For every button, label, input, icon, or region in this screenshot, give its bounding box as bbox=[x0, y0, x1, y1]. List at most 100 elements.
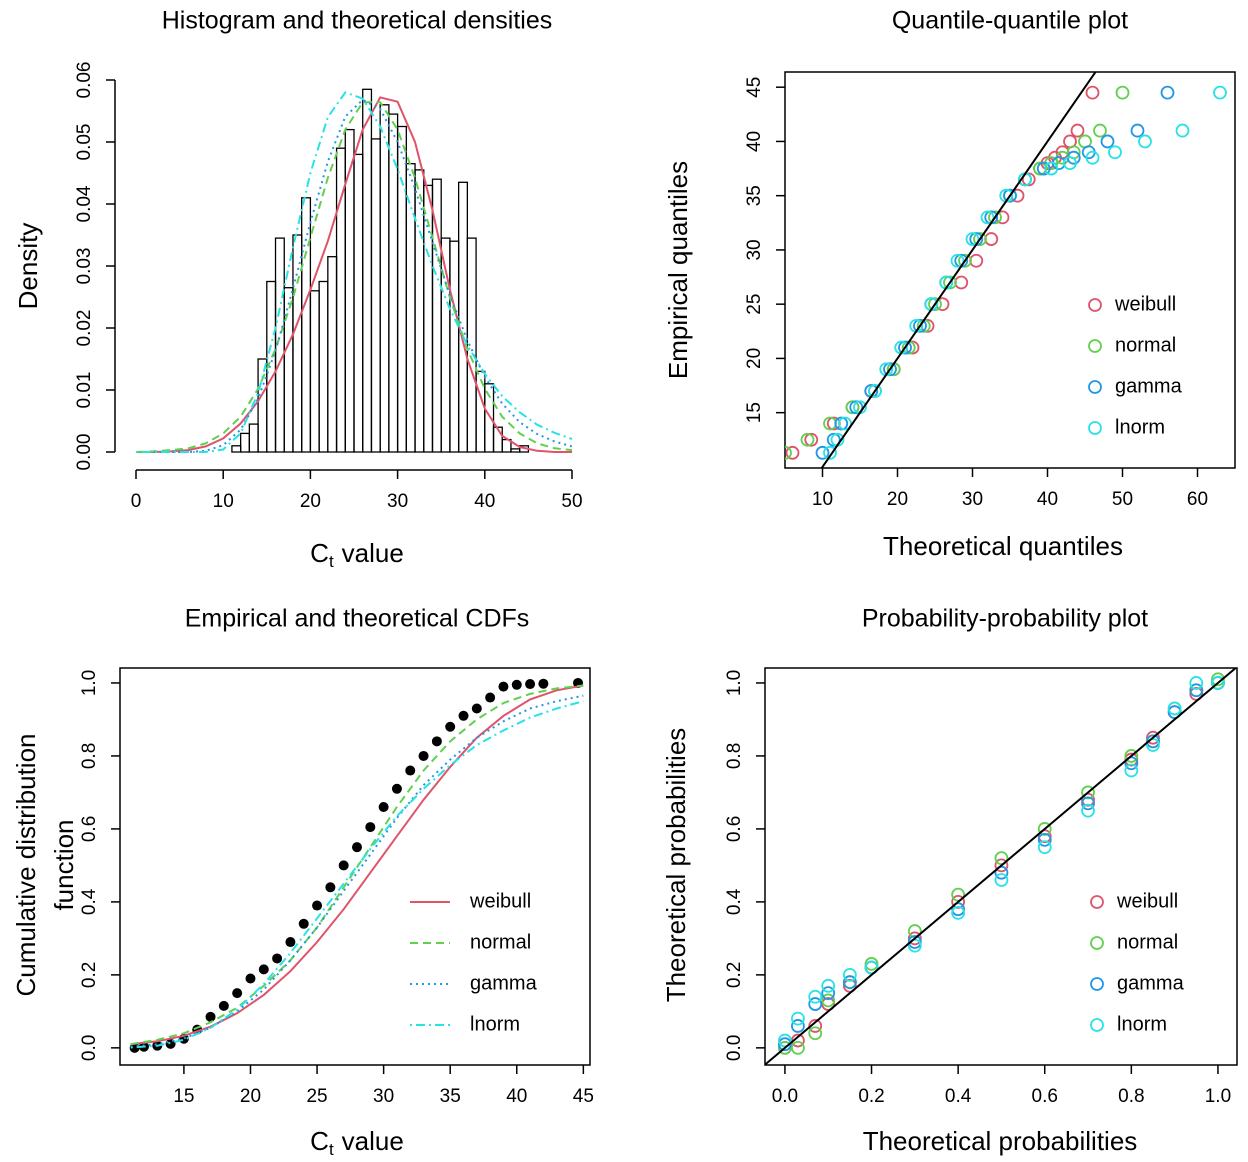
ecdf-point bbox=[298, 918, 309, 929]
point bbox=[1100, 134, 1115, 149]
point bbox=[778, 1040, 792, 1055]
y-tick-label: 35 bbox=[744, 185, 765, 206]
point bbox=[1037, 832, 1052, 847]
point bbox=[1108, 145, 1122, 160]
histogram-bar bbox=[283, 287, 294, 453]
point bbox=[1189, 683, 1204, 698]
x-tick-label: 40 bbox=[474, 491, 495, 512]
ecdf-point bbox=[511, 679, 522, 690]
panel: Histogram and theoretical densities Ct val… bbox=[13, 7, 583, 572]
panel: Quantile-quantile plot Theoretical quanti… bbox=[663, 7, 1236, 561]
point bbox=[826, 432, 841, 447]
legend-marker bbox=[1088, 298, 1102, 312]
x-tick-label: 20 bbox=[240, 1086, 261, 1107]
histogram-bar bbox=[292, 234, 303, 453]
point bbox=[1037, 822, 1052, 836]
legend-label: lnorm bbox=[1115, 416, 1165, 438]
ecdf-point bbox=[325, 882, 336, 893]
histogram-bar bbox=[370, 138, 381, 453]
point bbox=[1211, 676, 1225, 690]
legend-marker bbox=[1088, 421, 1102, 435]
y-axis-label: Empirical quantiles bbox=[663, 161, 693, 379]
x-tick-label: 60 bbox=[1187, 489, 1208, 510]
y-axis-label: Cumulative distribution bbox=[11, 733, 41, 996]
point bbox=[791, 1011, 805, 1026]
density-line bbox=[130, 700, 584, 1049]
point bbox=[928, 297, 942, 312]
legend-label: weibull bbox=[1116, 890, 1178, 912]
ecdf-point bbox=[312, 900, 323, 911]
point bbox=[834, 416, 849, 431]
ecdf-point bbox=[365, 822, 376, 833]
point bbox=[1160, 85, 1175, 100]
point bbox=[1070, 123, 1085, 138]
x-tick-label: 25 bbox=[306, 1086, 327, 1107]
point bbox=[815, 445, 830, 460]
point bbox=[913, 318, 927, 333]
ecdf-point bbox=[498, 681, 509, 692]
legend-label: gamma bbox=[1117, 972, 1185, 994]
point bbox=[1124, 763, 1139, 778]
y-tick-label: 0.4 bbox=[79, 888, 100, 915]
x-axis-label: Ct value bbox=[310, 538, 404, 572]
legend-marker bbox=[1090, 936, 1104, 950]
point bbox=[842, 967, 857, 982]
plot-area bbox=[785, 72, 1227, 468]
x-tick-label: 0.8 bbox=[1118, 1086, 1144, 1107]
y-tick-label: 0.8 bbox=[724, 743, 745, 769]
legend-label: weibull bbox=[1114, 293, 1176, 315]
x-tick-label: 0 bbox=[131, 491, 142, 512]
point bbox=[1167, 701, 1182, 716]
y-tick-label: 0.02 bbox=[74, 310, 95, 347]
point bbox=[1146, 734, 1160, 749]
ecdf-point bbox=[338, 860, 349, 871]
point bbox=[804, 432, 819, 447]
histogram-bar bbox=[335, 147, 346, 453]
point bbox=[864, 957, 879, 971]
ecdf-point bbox=[272, 953, 283, 964]
point bbox=[791, 1040, 805, 1055]
point bbox=[1130, 123, 1145, 138]
panel-title: Quantile-quantile plot bbox=[892, 7, 1128, 35]
point bbox=[1138, 134, 1152, 149]
point bbox=[808, 1026, 823, 1041]
y-axis-label: function bbox=[49, 819, 79, 910]
density-line bbox=[130, 684, 584, 1046]
panel: Empirical and theoretical CDFs Ct value Cum… bbox=[11, 605, 594, 1160]
legend-marker bbox=[1088, 339, 1102, 353]
histogram-bar bbox=[414, 169, 425, 453]
point bbox=[898, 340, 912, 355]
density-line bbox=[136, 98, 573, 453]
point bbox=[1175, 123, 1190, 138]
y-tick-label: 0.05 bbox=[74, 124, 95, 161]
x-tick-label: 0.6 bbox=[1032, 1086, 1058, 1107]
y-tick-label: 15 bbox=[744, 402, 765, 423]
point bbox=[808, 1019, 823, 1033]
ecdf-point bbox=[378, 802, 389, 813]
point bbox=[943, 275, 957, 290]
point bbox=[842, 975, 857, 990]
point bbox=[1085, 150, 1100, 165]
point bbox=[823, 445, 837, 460]
legend-marker bbox=[1088, 380, 1102, 394]
point bbox=[808, 989, 823, 1004]
panel-title: Probability-probability plot bbox=[862, 605, 1148, 633]
ecdf-point bbox=[391, 783, 402, 794]
panel: Probability-probability plot Theoretical … bbox=[661, 605, 1238, 1156]
histogram-bar bbox=[396, 125, 407, 453]
reference-line bbox=[820, 72, 1097, 468]
ecdf-point bbox=[431, 736, 442, 747]
point bbox=[821, 978, 836, 993]
legend-label: lnorm bbox=[1117, 1013, 1167, 1035]
point bbox=[1081, 796, 1095, 811]
x-tick-label: 45 bbox=[573, 1086, 594, 1107]
x-tick-label: 40 bbox=[506, 1086, 527, 1107]
plot-frame bbox=[784, 71, 1236, 469]
point bbox=[1124, 749, 1139, 763]
legend-label: normal bbox=[1117, 931, 1178, 953]
ecdf-point bbox=[285, 937, 296, 948]
histogram-bar bbox=[449, 240, 460, 453]
y-tick-label: 0.03 bbox=[74, 248, 95, 285]
y-tick-label: 0.4 bbox=[724, 888, 745, 915]
